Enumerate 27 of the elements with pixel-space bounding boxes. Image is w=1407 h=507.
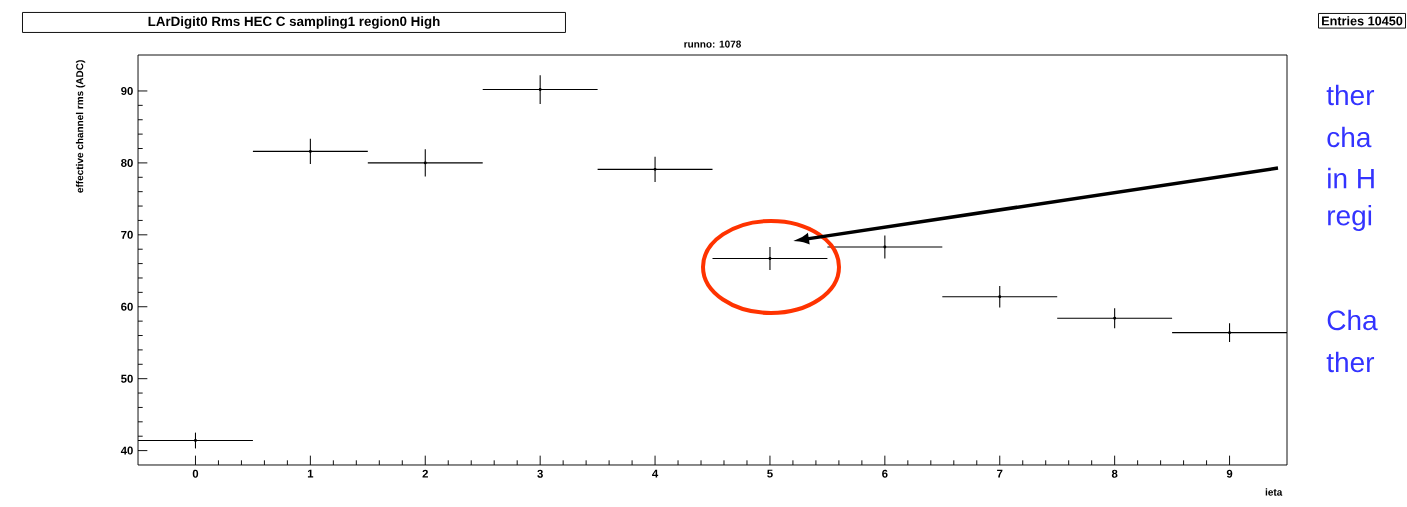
y-tick-label: 90 xyxy=(121,86,133,95)
text: regi xyxy=(1328,204,1372,232)
y-tick-label: 50 xyxy=(121,374,133,383)
x-tick-label: 1 xyxy=(307,469,314,478)
y-tick-label: 70 xyxy=(121,230,133,239)
x-tick-label: 2 xyxy=(422,469,428,478)
x-tick-label: 4 xyxy=(652,469,659,478)
y-tick-label: 60 xyxy=(121,302,133,311)
x-tick-label: 8 xyxy=(1111,469,1118,478)
y-tick-label: 40 xyxy=(120,446,133,455)
x-tick-label: 7 xyxy=(997,469,1003,478)
text: ther xyxy=(1326,84,1375,106)
text: Cha xyxy=(1327,309,1378,331)
text: in H xyxy=(1328,167,1374,189)
text: ther xyxy=(1326,351,1375,373)
x-tick-label: 0 xyxy=(192,469,199,478)
text: cha xyxy=(1327,126,1372,148)
text: Entries 10450 xyxy=(1322,16,1403,26)
x-axis-title: ieta xyxy=(1265,488,1283,496)
x-tick-label: 3 xyxy=(537,469,543,478)
x-tick-label: 9 xyxy=(1226,469,1233,478)
chart-subtitle: runno: 1078 xyxy=(684,40,741,48)
y-tick-label: 80 xyxy=(121,158,133,167)
chart-title: LArDigit0 Rms HEC C sampling1 region0 High xyxy=(148,16,440,29)
y-axis-title: effective channel rms (ADC) xyxy=(75,60,86,193)
x-tick-label: 6 xyxy=(882,469,888,478)
x-tick-label: 5 xyxy=(767,469,773,478)
